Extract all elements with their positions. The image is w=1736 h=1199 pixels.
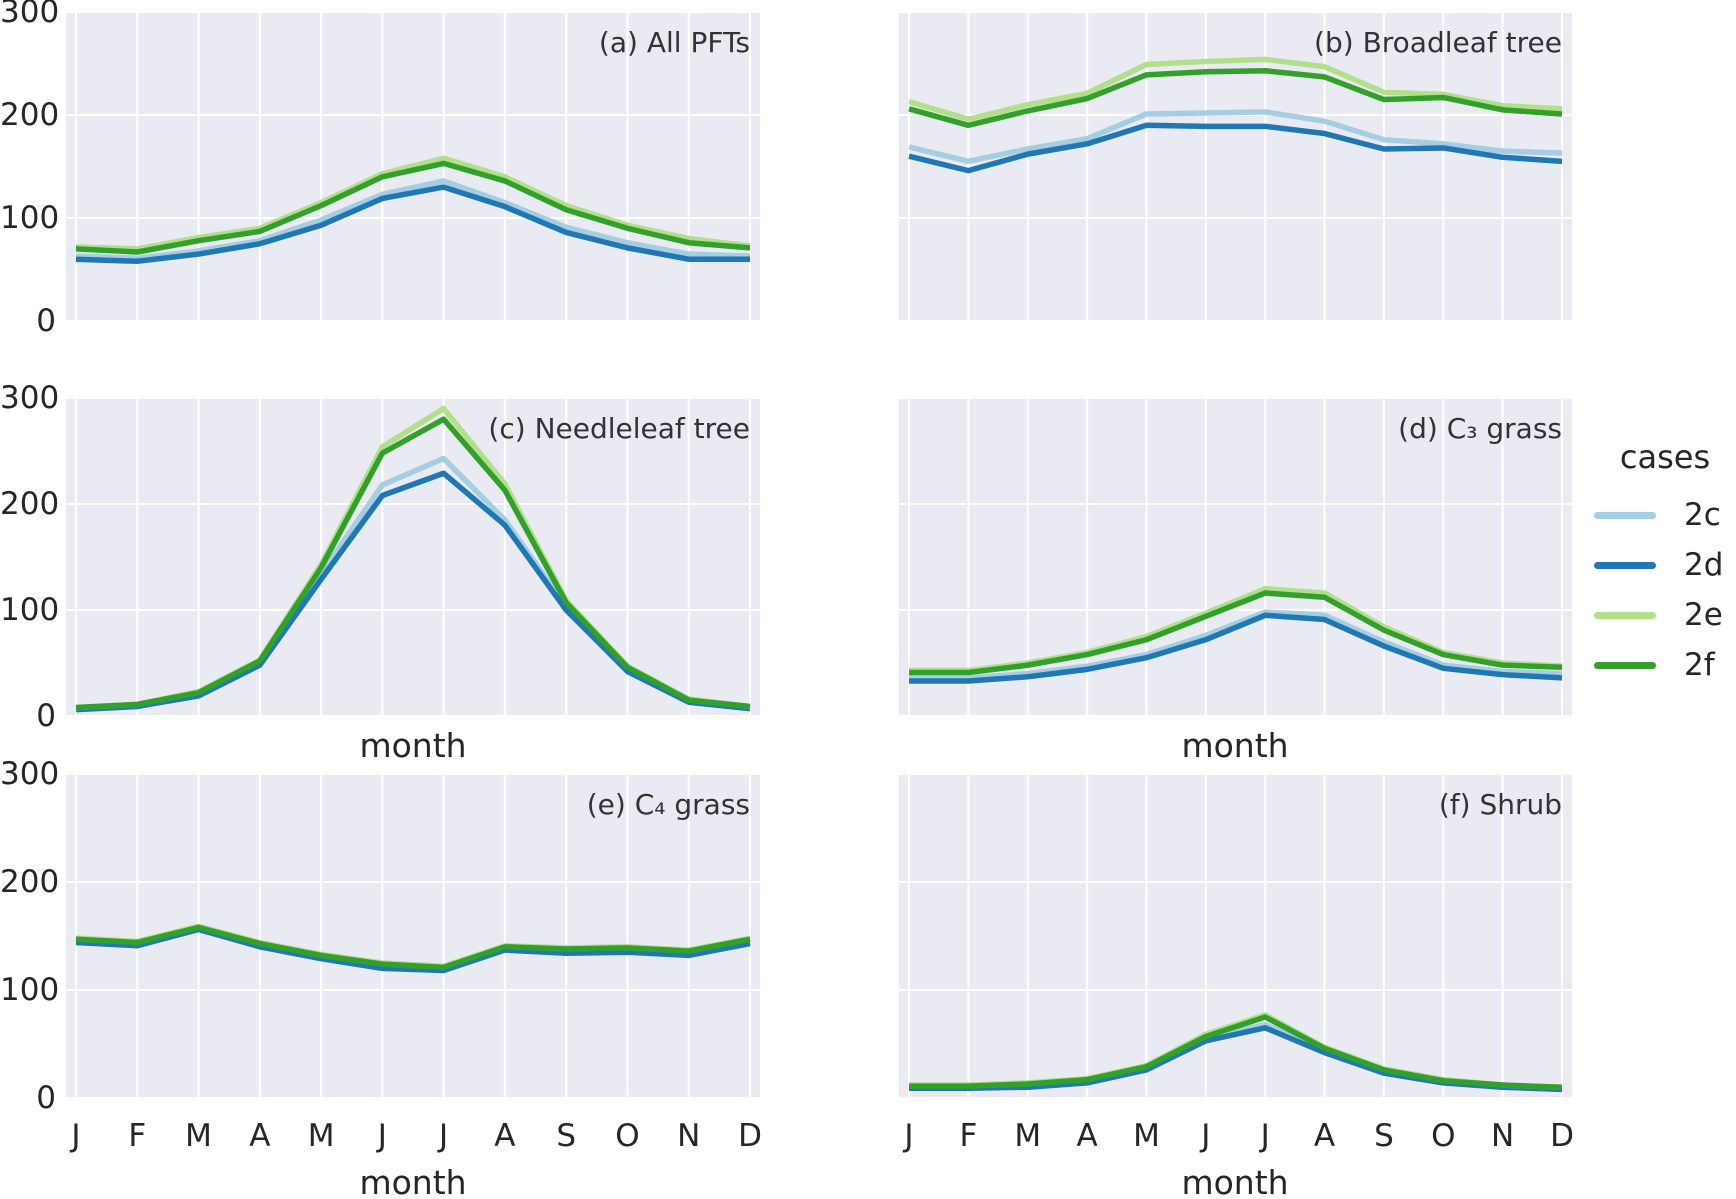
x-tick-label: J	[439, 1118, 449, 1154]
legend-label: 2d	[1684, 547, 1724, 583]
x-tick-label: M	[1014, 1118, 1042, 1154]
y-tick-label: 0	[36, 303, 56, 339]
x-tick-label: N	[677, 1118, 701, 1154]
y-tick-label: 200	[0, 97, 60, 133]
x-tick-label: J	[377, 1118, 387, 1154]
line-chart-broadleaf-tree	[899, 12, 1572, 321]
series-line-2d	[75, 470, 751, 713]
y-tick-label: 200	[0, 864, 60, 900]
legend-label: 2e	[1684, 597, 1723, 633]
series-line-2c	[909, 609, 1563, 681]
x-tick-label: A	[249, 1118, 271, 1154]
legend-entry-2e: 2e	[1594, 590, 1736, 640]
y-tick-label: 100	[0, 972, 60, 1008]
x-tick-label: A	[1076, 1118, 1098, 1154]
series-line-2f	[75, 924, 751, 971]
panel-needleleaf-tree: (c) Needleleaf tree	[66, 398, 760, 716]
x-tick-label: J	[1201, 1118, 1211, 1154]
series-line-2c	[75, 178, 751, 261]
x-tick-label: S	[1374, 1118, 1394, 1154]
series-line-2f	[909, 590, 1563, 676]
x-tick-label: J	[71, 1118, 81, 1154]
legend-line-swatch	[1594, 661, 1656, 669]
x-tick-label: F	[128, 1118, 147, 1154]
panel-shrub: (f) Shrub	[899, 774, 1572, 1098]
panel-broadleaf-tree: (b) Broadleaf tree	[899, 12, 1572, 321]
series-line-2f	[908, 67, 1563, 129]
x-tick-label: O	[615, 1118, 640, 1154]
legend-line-swatch	[1594, 611, 1656, 619]
y-tick-label: 0	[36, 1080, 56, 1116]
series-line-2e	[908, 56, 1563, 122]
legend-label: 2f	[1684, 647, 1715, 683]
x-axis-title: month	[359, 726, 467, 765]
panel-all-pfts: (a) All PFTs	[66, 12, 760, 321]
series-line-2f	[75, 160, 751, 255]
line-chart-c3-grass	[899, 398, 1572, 716]
line-chart-shrub	[899, 774, 1572, 1098]
series-line-2f	[75, 416, 751, 711]
y-tick-label: 300	[0, 756, 60, 792]
line-chart-c4-grass	[66, 774, 760, 1098]
series-line-2c	[908, 109, 1563, 165]
x-tick-label: M	[307, 1118, 335, 1154]
x-tick-label: S	[556, 1118, 577, 1154]
x-tick-label: F	[959, 1118, 978, 1154]
legend-line-swatch	[1594, 561, 1656, 569]
legend-entry-2f: 2f	[1594, 640, 1736, 690]
line-chart-all-pfts	[66, 12, 760, 321]
y-tick-label: 300	[0, 380, 60, 416]
x-tick-label: M	[185, 1118, 212, 1154]
x-tick-label: M	[1133, 1118, 1160, 1154]
series-line-2d	[908, 122, 1563, 174]
legend: cases 2c 2d 2e 2f	[1594, 438, 1736, 690]
x-axis-title: month	[1181, 726, 1289, 765]
x-tick-label: J	[904, 1118, 914, 1154]
series-line-2f	[909, 1014, 1563, 1090]
legend-line-swatch	[1594, 511, 1656, 519]
y-tick-label: 100	[0, 592, 60, 628]
y-tick-label: 300	[0, 0, 60, 30]
x-tick-label: A	[494, 1118, 516, 1154]
legend-entry-2c: 2c	[1594, 490, 1736, 540]
line-chart-needleleaf-tree	[66, 398, 760, 716]
x-tick-label: D	[1550, 1118, 1574, 1154]
y-tick-label: 0	[36, 698, 56, 734]
panel-c4-grass: (e) C₄ grass	[66, 774, 760, 1098]
panel-c3-grass: (d) C₃ grass	[899, 398, 1572, 716]
legend-title: cases	[1619, 438, 1711, 476]
x-tick-label: D	[738, 1118, 762, 1154]
x-axis-title: month	[1181, 1163, 1289, 1199]
series-line-2c	[75, 455, 751, 712]
x-tick-label: J	[1260, 1118, 1270, 1154]
series-line-2d	[909, 612, 1563, 684]
series-line-2e	[75, 405, 751, 711]
legend-entry-2d: 2d	[1594, 540, 1736, 590]
series-line-2d	[75, 184, 750, 265]
x-tick-label: N	[1491, 1118, 1515, 1154]
x-axis-title: month	[359, 1163, 467, 1199]
y-tick-label: 200	[0, 486, 60, 522]
legend-label: 2c	[1684, 497, 1721, 533]
x-tick-label: O	[1431, 1118, 1456, 1154]
series-line-2e	[75, 155, 751, 252]
x-tick-label: A	[1313, 1118, 1336, 1154]
y-tick-label: 100	[0, 200, 60, 236]
legend-entries: 2c 2d 2e 2f	[1594, 490, 1736, 690]
